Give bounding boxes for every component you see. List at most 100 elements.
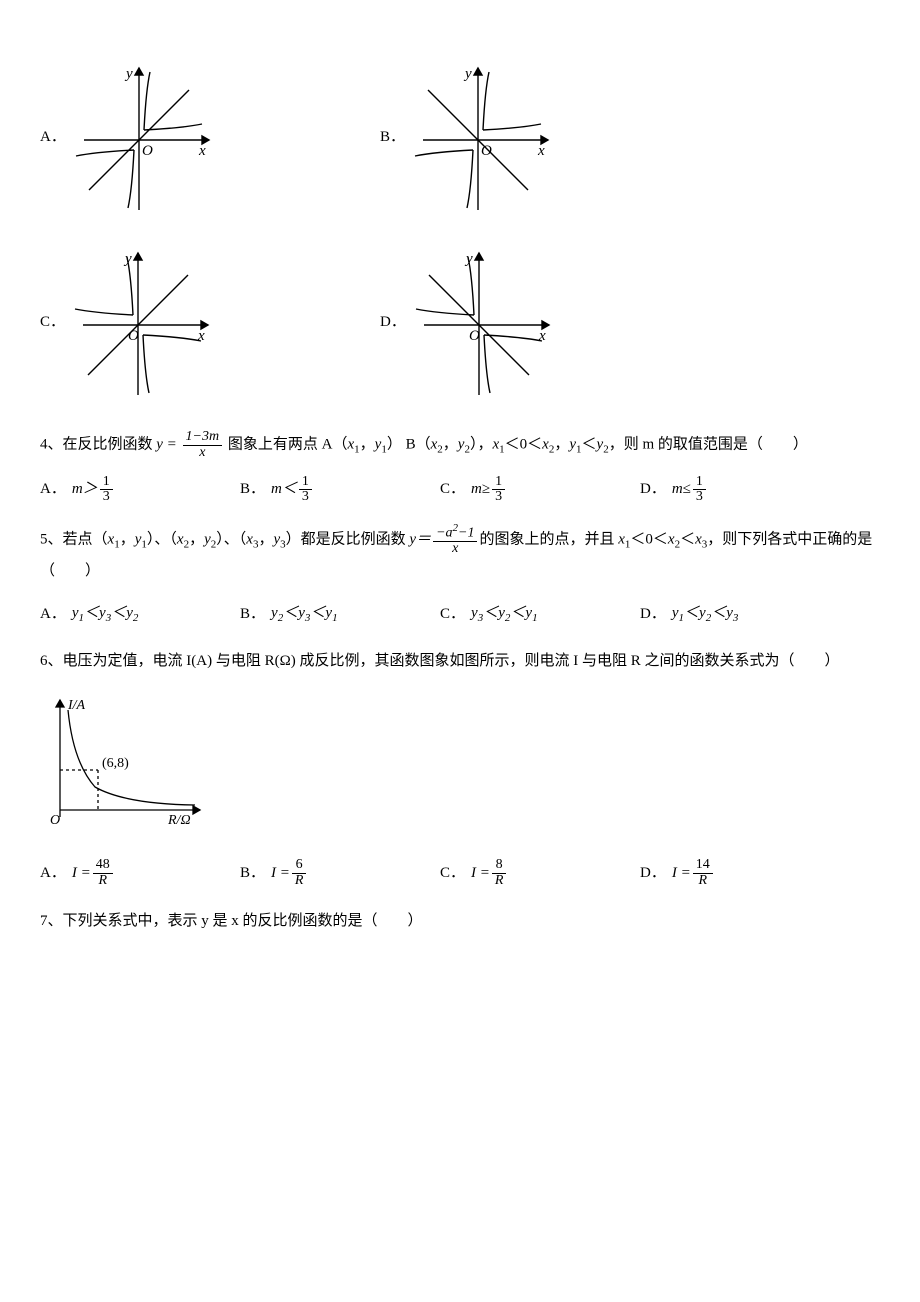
q5-c-label: C． (440, 600, 465, 629)
q5-option-d: D．y1＜y2＜y3 (640, 599, 840, 629)
question-4: 4、在反比例函数 y = 1−3m x 图象上有两点 A（x1，y1） B（x2… (40, 430, 880, 461)
q4-formula-pre: y = (156, 437, 177, 453)
question-6: 6、电压为定值，电流 I(A) 与电阻 R(Ω) 成反比例，其函数图象如图所示，… (40, 647, 880, 676)
q5-p2a-s: 2 (184, 538, 190, 550)
q5-s4: ）都是反比例函数 (286, 531, 406, 547)
q5-p2b: y (204, 531, 211, 547)
q5-s3: ）、（ (216, 531, 246, 547)
q4-formula-frac: 1−3m x (183, 430, 223, 460)
q5-option-a: A．y1＜y3＜y2 (40, 599, 240, 629)
q6-a-pre: I = (72, 859, 91, 888)
q6-option-b: B． I =6R (240, 858, 440, 888)
svg-text:y: y (464, 251, 473, 267)
q4-a-frac: 13 (100, 475, 113, 505)
graph-option-d: D． x y O (380, 245, 720, 400)
q5-fnum: −a2−1 (433, 523, 477, 542)
q4-option-a: A． m＞ 13 (40, 475, 240, 505)
q6-svg: I/A R/Ω O (6,8) (40, 692, 210, 832)
q4-b-den: 3 (299, 490, 312, 505)
q6-c-den: R (492, 874, 507, 889)
svg-text:x: x (538, 328, 546, 344)
q6-c-num: 8 (492, 858, 507, 874)
q6-d-num: 14 (693, 858, 713, 874)
graph-a-svg: x y O (74, 60, 219, 215)
q4-c-label: C． (440, 475, 465, 504)
q4-options: A． m＞ 13 B． m＜ 13 C． m≥ 13 D． m≤ 13 (40, 475, 880, 505)
q6-a-den: R (93, 874, 113, 889)
q5-cb: x (668, 531, 675, 547)
q6-figure: I/A R/Ω O (6,8) (40, 692, 880, 843)
graph-c-label: C． (40, 308, 65, 337)
q5-s5: 的图象上的点，并且 (479, 531, 614, 547)
graph-option-b: B． x y O (380, 60, 720, 215)
q4-b-label: B． (240, 475, 265, 504)
q6-stem: 6、电压为定值，电流 I(A) 与电阻 R(Ω) 成反比例，其函数图象如图所示，… (40, 653, 839, 669)
q6-a-num: 48 (93, 858, 113, 874)
svg-text:y: y (124, 66, 133, 82)
q4-option-c: C． m≥ 13 (440, 475, 640, 505)
graph-b-svg: x y O (413, 60, 558, 215)
q4-stem-1: 4、在反比例函数 (40, 437, 153, 453)
q4-stem-7: ，则 m 的取值范围是（ ） (609, 437, 808, 453)
q6-c-pre: I = (471, 859, 490, 888)
q4-a-num: 1 (100, 475, 113, 491)
graph-option-c: C． x y O (40, 245, 380, 400)
svg-text:O: O (142, 143, 153, 159)
q5-fden: x (433, 542, 477, 557)
q6-b-frac: 6R (292, 858, 307, 888)
q4-stem-3a: ， (360, 437, 375, 453)
q4-option-b: B． m＜ 13 (240, 475, 440, 505)
graph-option-a: A． x y O (40, 60, 380, 215)
graph-row-1: A． x y O B． x y O (40, 60, 880, 215)
q5-s1: 5、若点（ (40, 531, 108, 547)
q5-frac: −a2−1x (433, 523, 477, 557)
q4-c-frac: 13 (492, 475, 505, 505)
q5-c-txt: y3＜y2＜y1 (471, 599, 538, 629)
q5-cc: x (695, 531, 702, 547)
q6-ylabel: I/A (67, 698, 86, 713)
q5-fpre: y＝ (409, 531, 431, 547)
q4-b-frac: 13 (299, 475, 312, 505)
q6-b-label: B． (240, 859, 265, 888)
q7-stem: 7、下列关系式中，表示 y 是 x 的反比例函数的是（ ） (40, 913, 423, 929)
q4-d-label: D． (640, 475, 666, 504)
svg-text:x: x (197, 328, 205, 344)
q4-stem-2: 图象上有两点 A（ (228, 437, 348, 453)
q4-option-d: D． m≤ 13 (640, 475, 840, 505)
q5-b-label: B． (240, 600, 265, 629)
q4-d-den: 3 (693, 490, 706, 505)
q6-b-pre: I = (271, 859, 290, 888)
q5-cm2: ＜ (680, 531, 695, 547)
q4-c-den: 3 (492, 490, 505, 505)
q6-options: A．I =48R B．I =6R C．I =8R D．I =14R (40, 858, 880, 888)
q4-a-pre: m＞ (72, 475, 98, 504)
q4-c1b: ＜0＜ (505, 437, 543, 453)
q5-p3a: x (246, 531, 253, 547)
q6-d-label: D． (640, 859, 666, 888)
q6-point: (6,8) (102, 756, 129, 771)
q4-b-num: 1 (299, 475, 312, 491)
svg-text:x: x (537, 143, 545, 159)
q5-option-c: C．y3＜y2＜y1 (440, 599, 640, 629)
q5-d-txt: y1＜y2＜y3 (672, 599, 739, 629)
q4-d-frac: 13 (693, 475, 706, 505)
svg-text:y: y (123, 251, 132, 267)
q4-b-pre: m＜ (271, 475, 297, 504)
q6-c-label: C． (440, 859, 465, 888)
svg-text:y: y (463, 66, 472, 82)
graph-b-label: B． (380, 123, 405, 152)
svg-text:O: O (481, 143, 492, 159)
q6-a-label: A． (40, 859, 66, 888)
q4-stem-5: ）， (470, 437, 493, 453)
q4-c-num: 1 (492, 475, 505, 491)
q5-p3a-s: 3 (253, 538, 259, 550)
graph-row-2: C． x y O D． x y O (40, 245, 880, 400)
q4-d-pre: m≤ (672, 475, 691, 504)
q5-options: A．y1＜y3＜y2 B．y2＜y3＜y1 C．y3＜y2＜y1 D．y1＜y2… (40, 599, 880, 629)
q6-d-pre: I = (672, 859, 691, 888)
q5-b-txt: y2＜y3＜y1 (271, 599, 338, 629)
q4-a-label: A． (40, 475, 66, 504)
q6-origin: O (50, 813, 60, 828)
q6-option-d: D．I =14R (640, 858, 840, 888)
svg-text:x: x (198, 143, 206, 159)
